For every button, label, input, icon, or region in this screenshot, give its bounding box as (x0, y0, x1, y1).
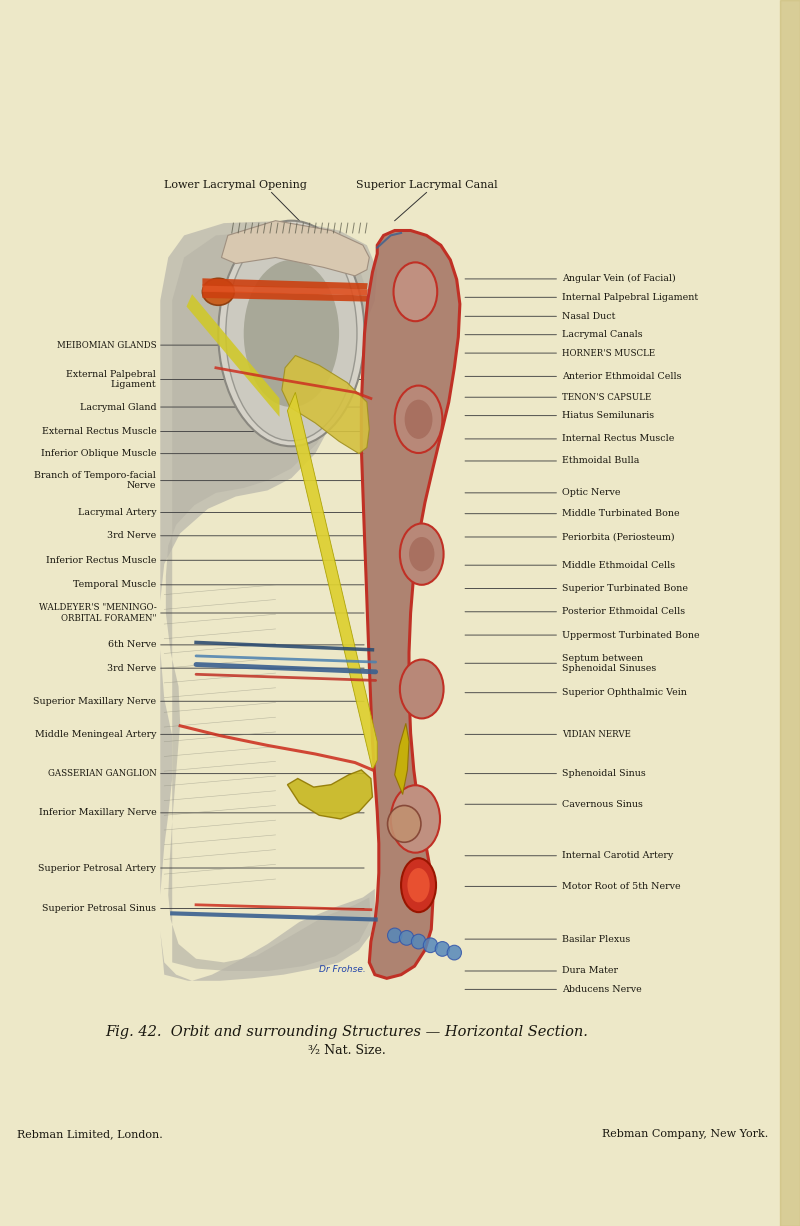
Ellipse shape (400, 524, 443, 585)
Text: Lacrymal Gland: Lacrymal Gland (80, 402, 156, 412)
Circle shape (218, 221, 365, 446)
Ellipse shape (226, 227, 357, 441)
Ellipse shape (390, 786, 440, 853)
Text: Inferior Oblique Muscle: Inferior Oblique Muscle (41, 449, 156, 459)
Text: Fig. 42.  Orbit and surrounding Structures — Horizontal Section.: Fig. 42. Orbit and surrounding Structure… (106, 1025, 589, 1040)
Text: Cavernous Sinus: Cavernous Sinus (562, 799, 642, 809)
Text: Internal Palpebral Ligament: Internal Palpebral Ligament (562, 293, 698, 302)
Text: External Rectus Muscle: External Rectus Muscle (42, 427, 156, 436)
Ellipse shape (399, 931, 414, 945)
Text: Dr Frohse.: Dr Frohse. (319, 965, 366, 975)
Ellipse shape (405, 400, 433, 439)
Text: Superior Lacrymal Canal: Superior Lacrymal Canal (356, 180, 498, 190)
Ellipse shape (387, 805, 421, 842)
Text: Lacrymal Artery: Lacrymal Artery (78, 508, 156, 517)
Text: GASSERIAN GANGLION: GASSERIAN GANGLION (47, 769, 156, 779)
Circle shape (244, 260, 339, 407)
Text: Abducens Nerve: Abducens Nerve (562, 984, 642, 994)
Ellipse shape (387, 928, 402, 943)
Text: Motor Root of 5th Nerve: Motor Root of 5th Nerve (562, 881, 680, 891)
Polygon shape (202, 291, 368, 302)
Text: Internal Rectus Muscle: Internal Rectus Muscle (562, 434, 674, 444)
Polygon shape (222, 221, 370, 276)
Ellipse shape (400, 660, 443, 718)
Text: Superior Petrosal Sinus: Superior Petrosal Sinus (42, 904, 156, 913)
Text: Angular Vein (of Facial): Angular Vein (of Facial) (562, 275, 675, 283)
Text: Ethmoidal Bulla: Ethmoidal Bulla (562, 456, 639, 466)
Ellipse shape (394, 386, 442, 454)
Text: Internal Carotid Artery: Internal Carotid Artery (562, 851, 673, 861)
Polygon shape (202, 284, 368, 295)
Text: Superior Turbinated Bone: Superior Turbinated Bone (562, 584, 687, 593)
Text: ³⁄₂ Nat. Size.: ³⁄₂ Nat. Size. (308, 1045, 386, 1057)
Text: Rebman Limited, London.: Rebman Limited, London. (18, 1129, 163, 1139)
Polygon shape (160, 221, 378, 981)
Text: Superior Ophthalmic Vein: Superior Ophthalmic Vein (562, 688, 686, 698)
Text: 6th Nerve: 6th Nerve (108, 640, 156, 650)
Polygon shape (166, 230, 371, 971)
Text: HORNER'S MUSCLE: HORNER'S MUSCLE (562, 348, 654, 358)
Ellipse shape (411, 934, 426, 949)
Text: Periorbita (Periosteum): Periorbita (Periosteum) (562, 532, 674, 542)
Text: Septum between
Sphenoidal Sinuses: Septum between Sphenoidal Sinuses (562, 653, 656, 673)
Circle shape (407, 868, 430, 902)
Text: Rebman Company, New York.: Rebman Company, New York. (602, 1129, 768, 1139)
Ellipse shape (435, 942, 450, 956)
Text: Middle Ethmoidal Cells: Middle Ethmoidal Cells (562, 560, 674, 570)
Text: 3rd Nerve: 3rd Nerve (107, 531, 156, 541)
Text: Inferior Rectus Muscle: Inferior Rectus Muscle (46, 555, 156, 565)
Polygon shape (287, 770, 373, 819)
Text: TENON'S CAPSULE: TENON'S CAPSULE (562, 392, 651, 402)
Text: Superior Petrosal Artery: Superior Petrosal Artery (38, 863, 156, 873)
Text: Temporal Muscle: Temporal Muscle (73, 580, 156, 590)
Text: Nasal Duct: Nasal Duct (562, 311, 615, 321)
Polygon shape (287, 392, 378, 770)
Text: Optic Nerve: Optic Nerve (562, 488, 620, 498)
Text: Middle Meningeal Artery: Middle Meningeal Artery (35, 729, 156, 739)
Text: Sphenoidal Sinus: Sphenoidal Sinus (562, 769, 646, 779)
Text: VIDIAN NERVE: VIDIAN NERVE (562, 729, 630, 739)
Text: Lower Lacrymal Opening: Lower Lacrymal Opening (164, 180, 307, 190)
Ellipse shape (202, 278, 234, 305)
Bar (780, 0, 800, 1226)
Text: Uppermost Turbinated Bone: Uppermost Turbinated Bone (562, 630, 699, 640)
Text: 3rd Nerve: 3rd Nerve (107, 663, 156, 673)
Polygon shape (282, 356, 370, 454)
Text: Hiatus Semilunaris: Hiatus Semilunaris (562, 411, 654, 421)
Text: Inferior Maxillary Nerve: Inferior Maxillary Nerve (38, 808, 156, 818)
Ellipse shape (394, 262, 438, 321)
Ellipse shape (447, 945, 462, 960)
Text: Posterior Ethmoidal Cells: Posterior Ethmoidal Cells (562, 607, 685, 617)
Text: WALDEYER'S "MENINGO-
ORBITAL FORAMEN": WALDEYER'S "MENINGO- ORBITAL FORAMEN" (38, 603, 156, 623)
Polygon shape (202, 278, 368, 289)
Ellipse shape (423, 938, 438, 953)
Circle shape (401, 858, 436, 912)
Text: Superior Maxillary Nerve: Superior Maxillary Nerve (33, 696, 156, 706)
Text: MEIBOMIAN GLANDS: MEIBOMIAN GLANDS (57, 341, 156, 349)
Text: Branch of Temporo-facial
Nerve: Branch of Temporo-facial Nerve (34, 471, 156, 490)
Text: Dura Mater: Dura Mater (562, 966, 618, 976)
Polygon shape (394, 723, 409, 794)
Text: External Palpebral
Ligament: External Palpebral Ligament (66, 370, 156, 389)
Ellipse shape (409, 537, 434, 571)
Text: Anterior Ethmoidal Cells: Anterior Ethmoidal Cells (562, 371, 681, 381)
Text: Lacrymal Canals: Lacrymal Canals (562, 330, 642, 340)
Text: Basilar Plexus: Basilar Plexus (562, 934, 630, 944)
Text: Middle Turbinated Bone: Middle Turbinated Bone (562, 509, 679, 519)
Polygon shape (362, 230, 460, 978)
Polygon shape (186, 294, 279, 417)
